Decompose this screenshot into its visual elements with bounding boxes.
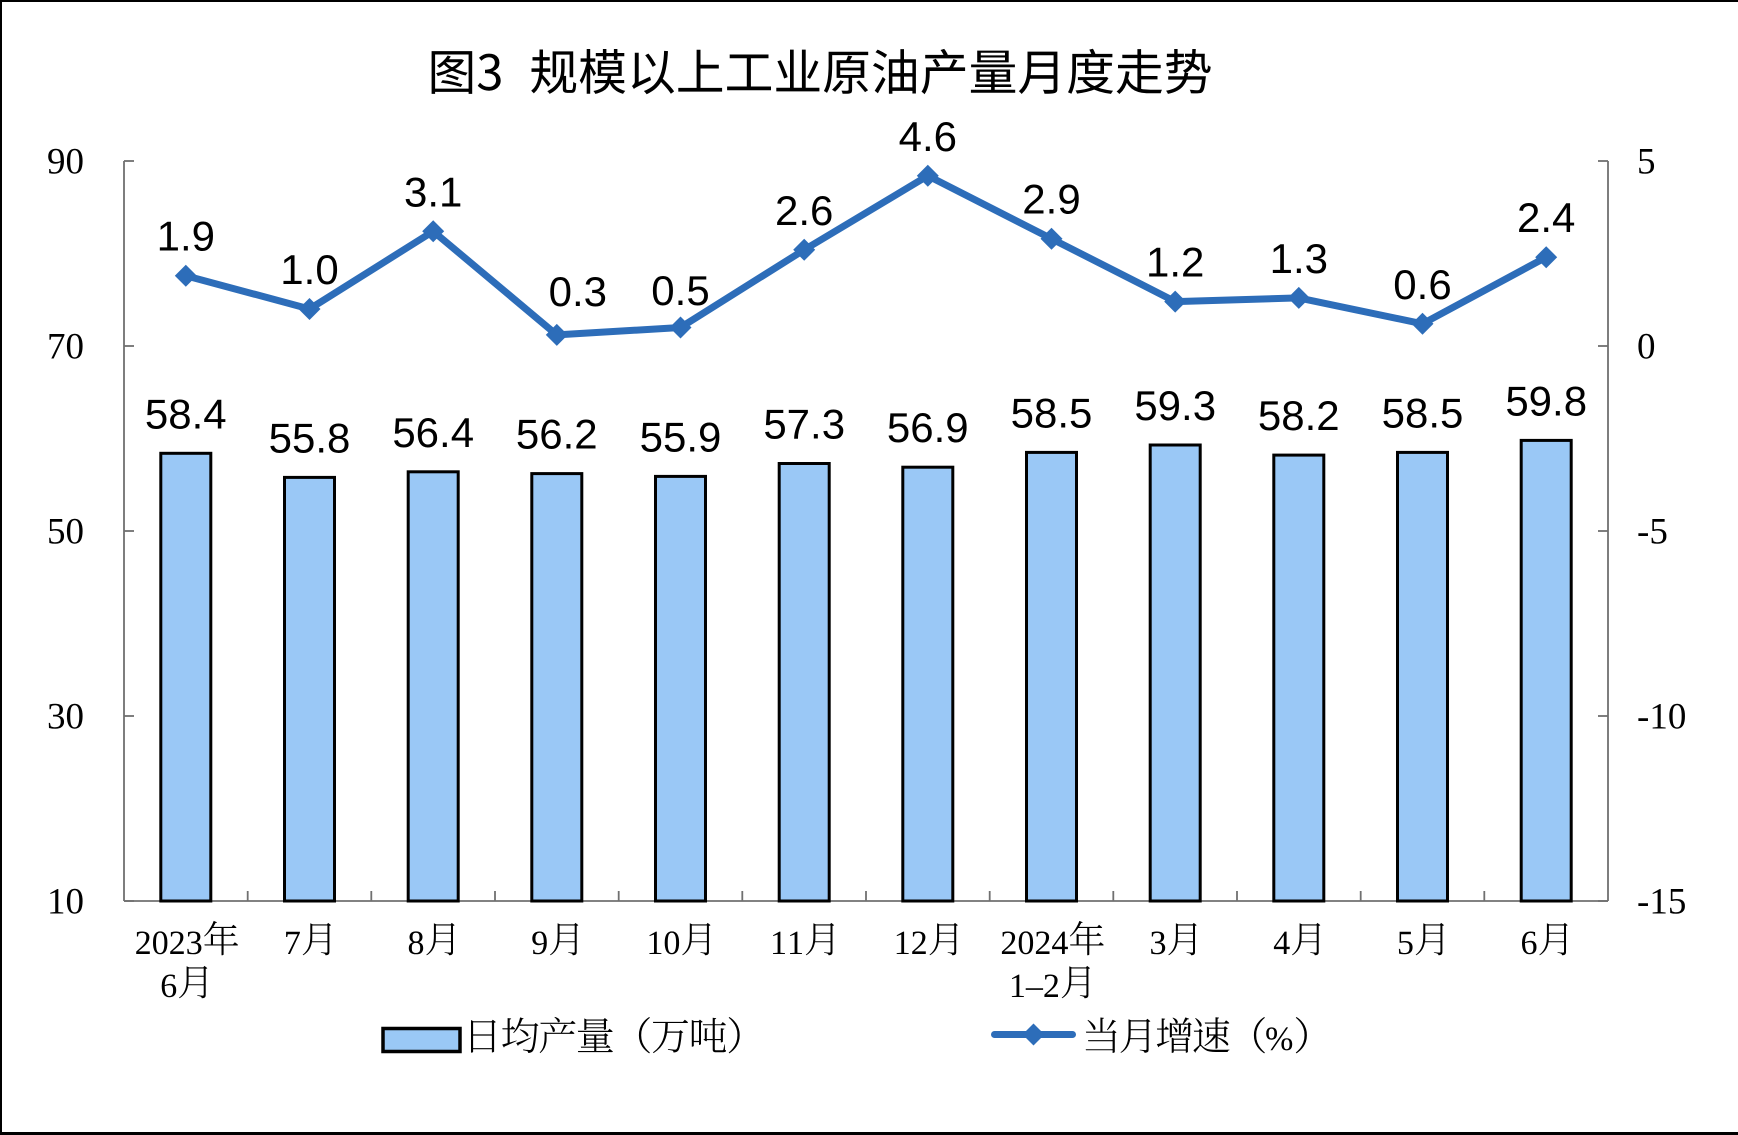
svg-text:2.4: 2.4 <box>1517 194 1575 241</box>
svg-text:-10: -10 <box>1637 697 1686 738</box>
svg-text:3.1: 3.1 <box>404 168 462 215</box>
svg-text:56.9: 56.9 <box>887 404 969 451</box>
svg-text:2.6: 2.6 <box>775 187 833 234</box>
svg-text:1.3: 1.3 <box>1270 235 1328 282</box>
svg-text:58.2: 58.2 <box>1258 392 1340 439</box>
svg-text:56.4: 56.4 <box>392 409 474 456</box>
svg-text:1.2: 1.2 <box>1146 239 1204 286</box>
svg-text:58.4: 58.4 <box>145 390 227 437</box>
svg-text:56.2: 56.2 <box>516 411 598 458</box>
svg-text:55.9: 55.9 <box>640 413 722 460</box>
svg-text:70: 70 <box>47 327 84 368</box>
svg-text:90: 90 <box>47 142 84 183</box>
svg-text:1.0: 1.0 <box>280 246 338 293</box>
svg-text:0: 0 <box>1637 327 1656 368</box>
svg-text:-5: -5 <box>1637 512 1668 553</box>
svg-text:4.6: 4.6 <box>899 113 957 160</box>
svg-text:1.9: 1.9 <box>157 213 215 260</box>
svg-text:30: 30 <box>47 697 84 738</box>
svg-text:2.9: 2.9 <box>1022 176 1080 223</box>
svg-text:59.8: 59.8 <box>1505 377 1587 424</box>
svg-text:59.3: 59.3 <box>1134 382 1216 429</box>
svg-text:-15: -15 <box>1637 882 1686 923</box>
svg-text:50: 50 <box>47 512 84 553</box>
svg-text:10: 10 <box>47 882 84 923</box>
svg-text:0.3: 0.3 <box>549 268 607 315</box>
svg-text:58.5: 58.5 <box>1382 389 1464 436</box>
svg-text:0.5: 0.5 <box>651 267 709 314</box>
svg-text:0.6: 0.6 <box>1393 261 1451 308</box>
svg-text:58.5: 58.5 <box>1011 389 1093 436</box>
svg-text:57.3: 57.3 <box>763 401 845 448</box>
svg-text:5: 5 <box>1637 142 1656 183</box>
svg-text:55.8: 55.8 <box>269 414 351 461</box>
